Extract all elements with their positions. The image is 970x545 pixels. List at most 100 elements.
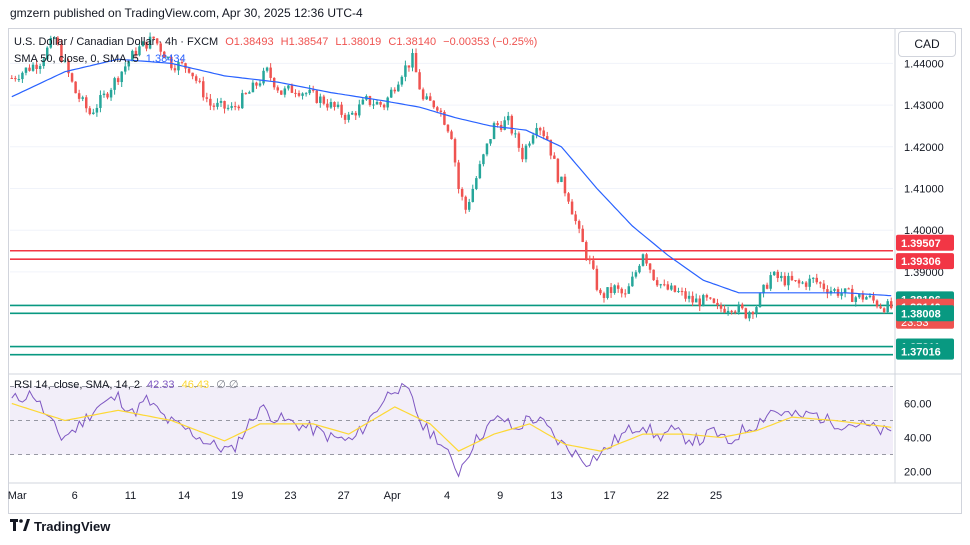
candle-body	[694, 298, 698, 303]
candle-body	[244, 93, 248, 95]
candle-body	[95, 107, 99, 113]
candle-body	[322, 96, 326, 104]
candle-body	[287, 85, 290, 89]
candle-body	[347, 114, 350, 120]
price-axis-label: 1.38008	[901, 308, 941, 320]
tradingview-footer[interactable]: TradingView	[10, 519, 110, 534]
candle-body	[847, 288, 850, 290]
candle-body	[38, 66, 42, 69]
tradingview-logo-icon	[10, 519, 30, 534]
candle-body	[145, 41, 148, 49]
candle-body	[166, 56, 170, 58]
candle-body	[645, 254, 648, 264]
candle-body	[216, 102, 219, 107]
currency-button[interactable]: CAD	[898, 31, 956, 57]
candle-body	[70, 73, 74, 82]
candle-body	[258, 83, 262, 86]
candle-body	[212, 105, 216, 107]
candle-body	[358, 104, 361, 116]
candle-body	[538, 127, 542, 131]
time-tick-label: 4	[444, 490, 450, 502]
candle-body	[226, 107, 230, 109]
time-tick-label: 25	[710, 490, 722, 502]
candle-body	[301, 93, 304, 96]
candle-body	[843, 288, 847, 294]
candle-body	[120, 71, 123, 83]
sma-label: SMA 50, close, 0, SMA, 5	[14, 53, 139, 65]
candle-body	[616, 285, 620, 289]
candle-body	[134, 50, 138, 56]
footer-brand: TradingView	[34, 519, 111, 534]
price-axis-label: 1.39507	[901, 238, 941, 250]
price-axis-label: 1.37016	[901, 347, 941, 359]
candle-body	[503, 120, 506, 130]
candle-body	[453, 139, 457, 163]
candle-body	[648, 263, 652, 270]
candle-body	[389, 89, 393, 98]
candle-body	[751, 312, 755, 315]
candle-body	[801, 282, 804, 284]
candle-body	[772, 271, 776, 276]
candle-body	[574, 214, 577, 222]
candle-body	[127, 61, 131, 67]
candle-body	[496, 123, 499, 125]
candle-body	[241, 93, 244, 109]
candle-body	[868, 295, 872, 298]
time-tick-label: 13	[550, 490, 562, 502]
rsi-sma-line	[11, 402, 892, 452]
candle-body	[624, 293, 627, 295]
price-tick-label: 1.39000	[904, 267, 944, 279]
candle-body	[762, 284, 765, 294]
candle-body	[794, 280, 797, 282]
candle-body	[354, 112, 357, 116]
candle-body	[506, 115, 510, 121]
candle-body	[865, 297, 868, 300]
candle-body	[198, 80, 201, 82]
candle-body	[404, 65, 407, 77]
candle-body	[840, 293, 843, 296]
candle-body	[311, 89, 315, 91]
candle-body	[439, 110, 443, 112]
candle-body	[400, 76, 404, 85]
price-axis-label: 1.39306	[901, 256, 941, 268]
candle-body	[776, 271, 779, 279]
candle-body	[421, 89, 425, 100]
candle-body	[255, 82, 258, 86]
price-axis-label-bg	[896, 234, 954, 251]
candle-body	[889, 301, 893, 309]
candle-body	[262, 70, 265, 84]
candle-body	[443, 111, 446, 125]
candle-body	[233, 106, 237, 108]
candle-body	[553, 155, 556, 159]
candle-body	[436, 107, 439, 111]
candle-body	[716, 302, 719, 306]
candle-body	[336, 104, 340, 107]
rsi-tick-label: 60.00	[904, 399, 932, 411]
candle-body	[528, 143, 531, 146]
candle-body	[634, 272, 638, 277]
candle-body	[428, 96, 432, 101]
candle-body	[251, 82, 255, 93]
time-tick-label: 6	[72, 490, 78, 502]
candle-body	[159, 43, 162, 52]
candle-body	[592, 260, 595, 269]
candle-body	[191, 72, 194, 77]
sma-legend[interactable]: SMA 50, close, 0, SMA, 5 1.38434	[14, 53, 190, 65]
candle-body	[627, 286, 631, 294]
candle-body	[680, 291, 684, 293]
candle-body	[886, 301, 889, 313]
candle-body	[31, 64, 35, 71]
candle-body	[326, 103, 329, 108]
candle-body	[170, 56, 173, 69]
candle-body	[219, 101, 223, 103]
price-tick-label: 1.42000	[904, 142, 944, 154]
candle-body	[556, 158, 560, 183]
candle-body	[131, 50, 134, 62]
rsi-sma-value: 46.43	[181, 379, 210, 391]
rsi-tick-label: 20.00	[904, 467, 932, 479]
rsi-legend[interactable]: RSI 14, close, SMA, 14, 2 42.33 46.43 ∅ …	[14, 378, 242, 391]
candle-body	[755, 307, 758, 315]
chart-frame	[8, 28, 962, 514]
symbol-label[interactable]: U.S. Dollar / Canadian Dollar · 4h · FXC…	[14, 36, 219, 48]
